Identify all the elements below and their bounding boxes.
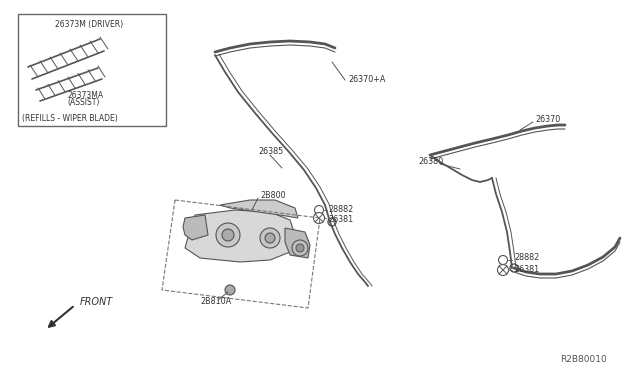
Text: 26373MA: 26373MA [67, 90, 103, 99]
Bar [18, 14, 166, 126]
Text: 26370+A: 26370+A [348, 76, 385, 84]
Polygon shape [220, 200, 298, 218]
Circle shape [292, 240, 308, 256]
Circle shape [314, 212, 324, 224]
Text: 28882: 28882 [514, 253, 540, 263]
Text: (REFILLS - WIPER BLADE): (REFILLS - WIPER BLADE) [22, 113, 118, 122]
Circle shape [265, 233, 275, 243]
Circle shape [222, 229, 234, 241]
Circle shape [328, 218, 336, 226]
Text: R2B80010: R2B80010 [560, 356, 607, 365]
Circle shape [216, 223, 240, 247]
Circle shape [497, 264, 509, 276]
Text: 26380: 26380 [418, 157, 443, 167]
Polygon shape [183, 215, 208, 240]
Text: 26385: 26385 [258, 148, 284, 157]
Circle shape [510, 264, 518, 272]
Polygon shape [285, 228, 310, 258]
Circle shape [314, 205, 323, 215]
Circle shape [296, 244, 304, 252]
Circle shape [225, 285, 235, 295]
Text: 2B800: 2B800 [260, 190, 285, 199]
Text: 26381: 26381 [514, 266, 539, 275]
Circle shape [499, 256, 508, 264]
Text: (ASSIST): (ASSIST) [67, 99, 99, 108]
Circle shape [260, 228, 280, 248]
Text: FRONT: FRONT [80, 297, 113, 307]
Text: 28882: 28882 [328, 205, 353, 214]
Text: 2B810A: 2B810A [200, 298, 231, 307]
Text: 26373M (DRIVER): 26373M (DRIVER) [55, 19, 123, 29]
Text: 26381: 26381 [328, 215, 353, 224]
Text: 26370: 26370 [535, 115, 560, 125]
Polygon shape [185, 210, 295, 262]
